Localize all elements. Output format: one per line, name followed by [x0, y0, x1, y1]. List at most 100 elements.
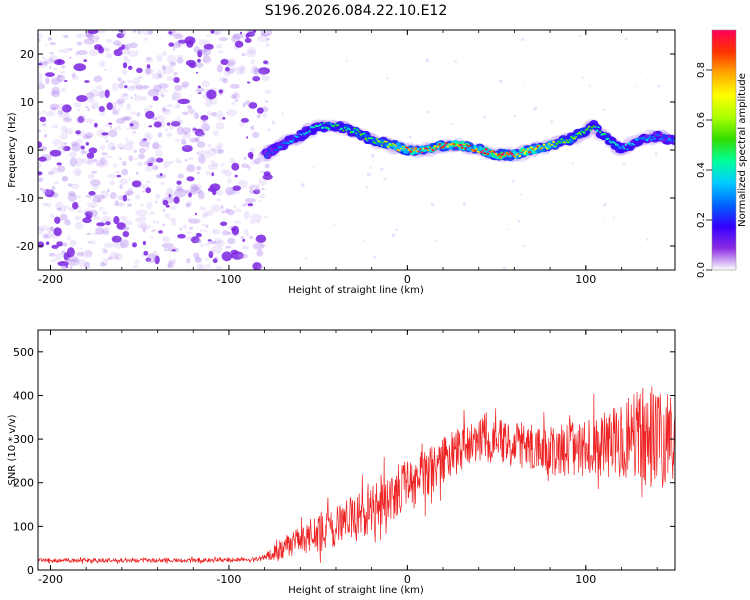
ridge-patch [666, 139, 669, 142]
noise-speck [646, 238, 649, 241]
noise-blob [155, 157, 164, 163]
noise-blob [196, 87, 205, 93]
noise-blob [51, 258, 57, 263]
ridge-patch [517, 152, 520, 155]
noise-blob [132, 131, 136, 134]
noise-blob [102, 210, 108, 216]
ridge-patch [586, 127, 589, 130]
ridge-patch [412, 149, 416, 152]
noise-blob [204, 50, 207, 53]
noise-blob [138, 76, 142, 79]
noise-blob [165, 204, 170, 208]
noise-blob [201, 212, 208, 218]
noise-blob [234, 174, 238, 178]
noise-blob [155, 200, 158, 203]
noise-blob [86, 194, 92, 198]
noise-blob [185, 202, 191, 208]
noise-blob [158, 230, 164, 234]
noise-blob [147, 162, 153, 167]
ridge-patch [403, 148, 406, 150]
noise-blob [186, 200, 193, 207]
noise-speck [365, 186, 369, 189]
noise-blob [70, 258, 78, 263]
noise-blob [170, 119, 182, 127]
noise-blob [91, 170, 98, 174]
noise-blob [132, 242, 137, 248]
ridge-patch [559, 141, 562, 144]
noise-blob [128, 155, 133, 162]
noise-blob [232, 185, 241, 191]
noise-blob [181, 141, 188, 146]
noise-blob [151, 116, 158, 121]
noise-blob [207, 143, 212, 148]
noise-blob [63, 252, 69, 261]
noise-blob [111, 235, 122, 243]
noise-blob [220, 58, 229, 65]
noise-blob [260, 170, 265, 174]
ridge-patch [665, 135, 668, 138]
noise-blob [188, 192, 192, 198]
noise-blob [110, 192, 117, 200]
noise-speck [373, 255, 377, 259]
noise-blob [88, 209, 99, 217]
noise-blob [127, 203, 132, 207]
noise-blob [213, 237, 222, 245]
noise-speck [533, 106, 538, 111]
noise-speck [571, 162, 574, 165]
noise-blob [45, 77, 50, 85]
noise-blob [196, 151, 200, 155]
noise-blob [41, 56, 47, 61]
noise-blob [119, 184, 123, 189]
noise-blob [231, 162, 240, 171]
noise-blob [142, 190, 146, 193]
ridge-patch [653, 137, 657, 140]
noise-blob [196, 141, 206, 148]
noise-blob [126, 198, 131, 202]
ridge-patch [533, 149, 536, 152]
noise-blob [252, 30, 257, 33]
ridge-patch [329, 123, 332, 125]
ridge-patch [538, 144, 541, 147]
noise-blob [205, 264, 211, 269]
ridge-patch [297, 135, 300, 138]
noise-speck [371, 153, 375, 158]
noise-speck [451, 122, 454, 126]
noise-speck [380, 167, 384, 171]
noise-speck [654, 152, 658, 156]
ridge-patch [343, 126, 346, 129]
noise-blob [64, 127, 74, 135]
noise-blob [181, 145, 193, 152]
noise-blob [115, 101, 119, 104]
noise-blob [72, 201, 79, 210]
noise-blob [160, 181, 165, 185]
noise-blob [93, 75, 103, 83]
noise-blob [83, 59, 87, 62]
noise-blob [122, 69, 128, 75]
noise-blob [215, 239, 225, 247]
noise-blob [85, 142, 90, 146]
noise-blob [113, 49, 123, 57]
ridge-patch [446, 145, 450, 148]
noise-blob [93, 231, 99, 236]
ridge-patch [382, 142, 385, 144]
noise-blob [193, 184, 203, 190]
noise-blob [210, 204, 221, 213]
spectrogram-ytick-label: 0 [27, 144, 34, 157]
noise-blob [45, 241, 50, 245]
noise-blob [61, 65, 66, 69]
ridge-patch [279, 145, 283, 149]
noise-blob [198, 263, 207, 270]
noise-blob [225, 66, 230, 72]
ridge-patch [308, 130, 311, 133]
ridge-patch [332, 125, 336, 128]
noise-blob [162, 236, 171, 243]
ridge-patch [667, 138, 671, 141]
noise-blob [116, 222, 126, 230]
noise-blob [185, 231, 192, 235]
noise-blob [265, 100, 269, 103]
noise-blob [93, 35, 101, 40]
ridge-patch [452, 143, 456, 146]
noise-speck [506, 228, 509, 231]
noise-blob [122, 231, 130, 238]
ridge-patch [340, 127, 344, 130]
